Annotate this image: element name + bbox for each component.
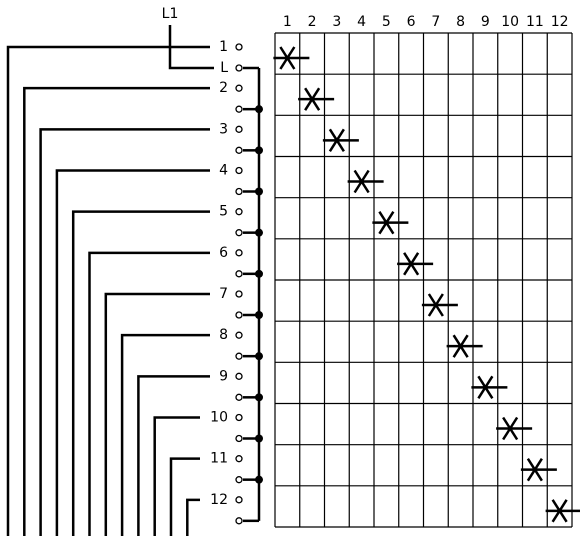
junction-dot — [255, 187, 263, 196]
supply-line — [168, 25, 214, 70]
contact-mark — [397, 252, 434, 276]
terminal — [235, 43, 243, 51]
column-label: 8 — [456, 14, 465, 30]
junction-dot — [255, 475, 263, 484]
lead-line — [186, 498, 200, 536]
contact-mark — [322, 128, 359, 153]
terminal-label: L — [220, 60, 228, 76]
terminal-label: 11 — [210, 451, 228, 467]
junction-dot — [255, 105, 263, 114]
terminal-label: 9 — [219, 368, 228, 384]
terminal-label: 10 — [210, 410, 228, 426]
column-label: 4 — [357, 14, 366, 30]
column-label: 9 — [481, 14, 490, 30]
terminal — [235, 372, 243, 380]
lead-line — [153, 416, 200, 536]
terminal-label: 3 — [219, 121, 228, 137]
terminal — [235, 125, 243, 133]
terminal — [235, 331, 243, 339]
junction-dot — [255, 146, 263, 155]
lead-line — [55, 169, 210, 536]
junction-dot — [255, 311, 263, 319]
junction-dot — [255, 393, 263, 402]
contact-mark — [496, 416, 533, 441]
supply-label: L1 — [162, 6, 179, 22]
terminal — [235, 64, 243, 72]
terminal — [235, 290, 243, 298]
contact-mark — [446, 334, 483, 358]
terminal — [235, 496, 243, 504]
contact-mark — [520, 457, 557, 482]
terminal — [235, 146, 243, 154]
column-label: 1 — [283, 14, 292, 30]
terminal — [235, 229, 243, 237]
column-label: 6 — [407, 14, 416, 30]
column-label: 7 — [431, 14, 440, 30]
terminal-label: 4 — [219, 163, 228, 179]
lead-line — [169, 457, 200, 536]
terminal — [235, 311, 243, 319]
terminal — [235, 187, 243, 196]
contact-mark — [471, 375, 508, 400]
terminal-label: 8 — [219, 327, 228, 343]
terminal — [235, 455, 243, 463]
contact-mark — [298, 87, 335, 111]
column-label: 10 — [501, 14, 519, 30]
column-label: 12 — [551, 14, 569, 30]
junction-dot — [255, 228, 263, 237]
junction-dot — [255, 352, 263, 361]
column-label: 2 — [308, 14, 317, 30]
terminal — [235, 249, 243, 257]
lead-line — [88, 251, 210, 536]
terminal-label: 1 — [219, 39, 228, 55]
terminal — [235, 413, 243, 422]
terminal — [235, 393, 243, 401]
column-label: 11 — [526, 14, 544, 30]
terminal — [235, 208, 243, 216]
junction-dot — [255, 434, 263, 443]
lead-line — [23, 86, 210, 536]
terminal-label: 5 — [219, 204, 228, 220]
terminal — [235, 434, 243, 443]
terminal-label: 7 — [219, 286, 228, 302]
junction-dot — [255, 269, 263, 278]
column-label: 3 — [332, 14, 341, 30]
terminal — [235, 517, 243, 525]
lead-line — [137, 375, 210, 536]
terminal — [235, 84, 243, 92]
terminal — [235, 166, 243, 175]
terminal — [235, 105, 243, 113]
terminal — [235, 270, 243, 278]
lead-line — [120, 333, 210, 536]
lead-line — [104, 292, 210, 536]
contact-mark — [372, 210, 409, 235]
column-label: 5 — [382, 14, 391, 30]
lead-line — [39, 128, 210, 536]
contact-mark — [347, 169, 384, 194]
lead-line — [71, 210, 210, 536]
terminal — [235, 352, 243, 360]
terminal-label: 6 — [219, 245, 228, 261]
contact-mark — [421, 293, 458, 317]
lead-line — [6, 45, 210, 536]
contact-mark — [273, 46, 310, 70]
terminal — [235, 476, 243, 484]
terminal-label: 2 — [219, 80, 228, 96]
contact-mark — [545, 499, 580, 523]
terminal-label: 12 — [210, 492, 228, 508]
